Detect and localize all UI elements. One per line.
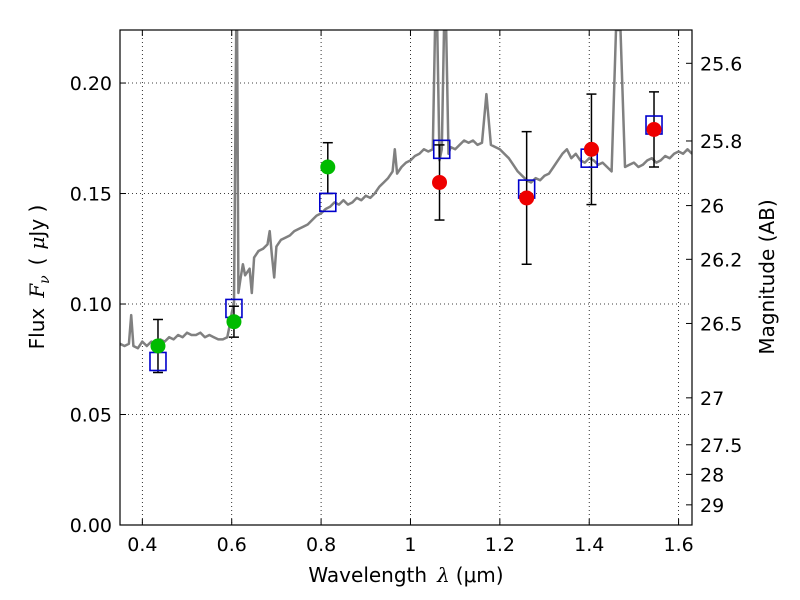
y-tick-label: 0.00 [70, 515, 112, 537]
right-tick-label: 29 [700, 495, 724, 517]
plot-frame [119, 29, 693, 526]
right-tick-label: 25.8 [700, 131, 742, 153]
x-tick-label: 1.6 [663, 534, 693, 556]
x-tick-label: 1.4 [574, 534, 604, 556]
observed-photometry-layer [150, 121, 662, 354]
x-axis: 0.4 0.6 0.8 1 1.2 1.4 1.6 [127, 30, 694, 556]
plot-area [120, 30, 692, 374]
y-axis-title-subscript: ν [37, 275, 53, 284]
y-tick-label: 0.15 [70, 184, 112, 206]
y-axis-title: Flux Fν ( μJy ) [25, 205, 53, 350]
optical-photometry-point [320, 159, 336, 175]
optical-photometry-point [150, 338, 166, 354]
right-tick-label: 27.5 [700, 435, 742, 457]
x-axis-title: Wavelength λ (μm) [308, 563, 503, 587]
spectrum-line [120, 30, 692, 350]
x-axis-title-symbol: λ [436, 563, 450, 587]
model-photometry-point [432, 139, 451, 160]
nir-photometry-point [583, 141, 599, 157]
y-axis: 0.00 0.05 0.10 0.15 0.20 [70, 73, 126, 537]
x-axis-title-unit: (μm) [456, 563, 504, 587]
x-tick-label: 0.4 [127, 534, 157, 556]
right-tick-label: 25.6 [700, 53, 742, 75]
y-tick-label: 0.20 [70, 73, 112, 95]
grid [120, 30, 692, 525]
nir-photometry-point [432, 174, 448, 190]
right-axis-title: Magnitude (AB) [755, 199, 779, 354]
right-tick-label: 26 [700, 196, 724, 218]
optical-photometry-point [226, 314, 242, 330]
y-tick-label: 0.10 [70, 294, 112, 316]
x-tick-label: 1 [404, 534, 416, 556]
x-axis-title-prefix: Wavelength [308, 563, 427, 587]
right-tick-label: 27 [700, 388, 724, 410]
model-photometry-point [318, 192, 337, 213]
x-tick-label: 0.8 [306, 534, 336, 556]
y-axis-title-unit-mu: μ [25, 237, 49, 250]
spectrum-layer [120, 30, 692, 350]
y-axis-title-prefix: Flux [25, 308, 49, 350]
right-tick-label: 26.5 [700, 313, 742, 335]
y-axis-title-unit-open: ( [25, 258, 49, 266]
y-tick-label: 0.05 [70, 405, 112, 427]
right-tick-label: 28 [700, 464, 724, 486]
x-tick-label: 1.2 [485, 534, 515, 556]
right-axis: 25.6 25.8 26 26.2 26.5 27 27.5 28 29 [686, 53, 742, 517]
nir-photometry-point [519, 190, 535, 206]
y-axis-title-symbol: F [25, 283, 49, 299]
nir-photometry-point [646, 121, 662, 137]
y-axis-title-unit: Jy ) [25, 205, 49, 239]
right-tick-label: 26.2 [700, 249, 742, 271]
x-tick-label: 0.6 [217, 534, 247, 556]
